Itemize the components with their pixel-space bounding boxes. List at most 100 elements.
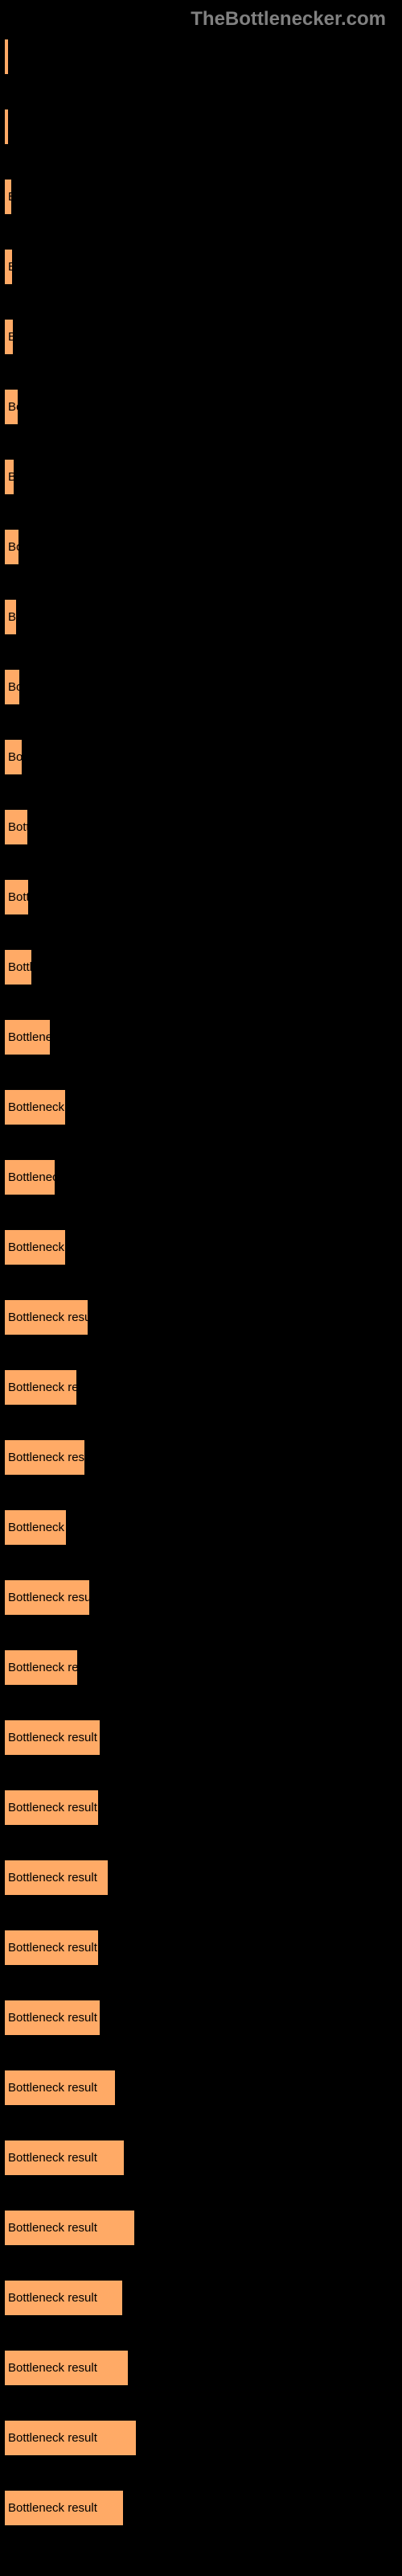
chart-bar: Bo: [4, 599, 17, 635]
chart-bar: Bottleneck result: [4, 1860, 109, 1896]
chart-bar-row: Bottleneck result: [4, 1860, 398, 1896]
chart-bar-row: Bottleneck result: [4, 2210, 398, 2246]
chart-bar-label: Bottl: [8, 890, 29, 904]
chart-bar-row: Bottleneck result: [4, 1299, 398, 1335]
chart-bar: Bottleneck re: [4, 1509, 67, 1546]
chart-bar-label: Bottleneck: [8, 1170, 55, 1184]
chart-bar-label: Bottleneck result: [8, 1451, 85, 1464]
chart-bar: Bottleneck result: [4, 2070, 116, 2106]
chart-bar-label: Bottleneck result: [8, 1871, 97, 1885]
chart-bar-label: Bottleneck result: [8, 2081, 97, 2095]
bottleneck-chart: B B B Bo B Bo Bo Bo Bot Bottl Bottl Bottle Bottlenec…: [0, 39, 402, 2526]
chart-bar-row: Bottleneck: [4, 1159, 398, 1195]
chart-bar: Bottle: [4, 949, 32, 985]
chart-bar-row: Bottleneck resu: [4, 1649, 398, 1686]
chart-bar-label: Bottleneck result: [8, 2361, 97, 2375]
chart-bar: [4, 109, 9, 145]
chart-bar-row: [4, 109, 398, 145]
chart-bar: Bottleneck result: [4, 1930, 99, 1966]
chart-bar: Bot: [4, 739, 23, 775]
chart-bar: Bo: [4, 669, 20, 705]
chart-bar-label: Bo: [8, 610, 17, 624]
chart-bar: Bottleneck result: [4, 2210, 135, 2246]
chart-bar: Bottleneck re: [4, 1089, 66, 1125]
chart-bar-row: Bottleneck result: [4, 2070, 398, 2106]
chart-bar-label: Bottl: [8, 820, 28, 834]
chart-bar-label: Bottlenec: [8, 1030, 51, 1044]
chart-bar-label: Bottleneck result: [8, 1731, 97, 1744]
chart-bar: [4, 39, 9, 75]
chart-bar-label: Bottleneck result: [8, 1941, 97, 1955]
chart-bar: B: [4, 249, 13, 285]
chart-bar-row: B: [4, 179, 398, 215]
chart-bar-row: Bo: [4, 389, 398, 425]
chart-bar: Bottleneck result: [4, 2280, 123, 2316]
chart-bar: Bottleneck result: [4, 2420, 137, 2456]
chart-bar: Bo: [4, 529, 19, 565]
chart-bar-label: Bottleneck resu: [8, 1381, 77, 1394]
chart-bar-label: Bottleneck re: [8, 1241, 66, 1254]
chart-bar-label: Bottleneck result: [8, 1801, 97, 1814]
chart-bar-row: Bottleneck result: [4, 1719, 398, 1756]
chart-bar-row: Bottleneck re: [4, 1229, 398, 1265]
chart-bar-row: Bottleneck result: [4, 2350, 398, 2386]
chart-bar-row: Bo: [4, 529, 398, 565]
chart-bar-label: Bo: [8, 680, 20, 694]
chart-bar: B: [4, 319, 14, 355]
chart-bar-label: B: [8, 330, 14, 344]
chart-bar: Bottleneck resu: [4, 1649, 78, 1686]
chart-bar: Bottleneck result: [4, 1299, 88, 1335]
chart-bar-label: Bo: [8, 540, 19, 554]
chart-bar: Bottl: [4, 879, 29, 915]
chart-bar-row: Bottleneck result: [4, 1790, 398, 1826]
chart-bar-label: Bottleneck result: [8, 2011, 97, 2025]
chart-bar-label: Bo: [8, 400, 18, 414]
chart-bar-label: Bottle: [8, 960, 32, 974]
chart-bar-row: Bo: [4, 669, 398, 705]
chart-bar-label: Bottleneck result: [8, 1591, 90, 1604]
chart-bar-row: Bottl: [4, 809, 398, 845]
chart-bar-row: Bottleneck result: [4, 2490, 398, 2526]
chart-bar-label: B: [8, 190, 12, 204]
chart-bar: Bottleneck result: [4, 1439, 85, 1476]
chart-bar: Bottl: [4, 809, 28, 845]
chart-bar: Bottleneck result: [4, 1719, 100, 1756]
chart-bar-label: Bottleneck result: [8, 2151, 97, 2165]
chart-bar-label: B: [8, 470, 14, 484]
chart-bar-row: Bo: [4, 599, 398, 635]
chart-bar-row: Bottleneck result: [4, 1439, 398, 1476]
chart-bar-row: Bot: [4, 739, 398, 775]
chart-bar-row: Bottleneck result: [4, 2280, 398, 2316]
chart-bar: B: [4, 179, 12, 215]
chart-bar: Bottleneck result: [4, 2000, 100, 2036]
chart-bar: Bottleneck result: [4, 2140, 125, 2176]
chart-bar-row: Bottleneck re: [4, 1509, 398, 1546]
chart-bar-label: B: [8, 260, 13, 274]
chart-bar-row: Bottleneck result: [4, 2000, 398, 2036]
chart-bar: Bottleneck result: [4, 1790, 99, 1826]
chart-bar-row: Bottleneck result: [4, 1930, 398, 1966]
chart-bar-row: Bottleneck result: [4, 1579, 398, 1616]
chart-bar-row: B: [4, 319, 398, 355]
site-logo: TheBottlenecker.com: [0, 0, 402, 39]
chart-bar: Bottlenec: [4, 1019, 51, 1055]
chart-bar-row: Bottleneck re: [4, 1089, 398, 1125]
chart-bar-row: [4, 39, 398, 75]
chart-bar-row: Bottle: [4, 949, 398, 985]
chart-bar-label: Bottleneck resu: [8, 1661, 78, 1674]
chart-bar: Bottleneck resu: [4, 1369, 77, 1406]
chart-bar-label: Bottleneck result: [8, 2291, 97, 2305]
chart-bar: Bottleneck result: [4, 2350, 129, 2386]
chart-bar-label: Bottleneck result: [8, 2221, 97, 2235]
chart-bar: Bottleneck re: [4, 1229, 66, 1265]
chart-bar-row: B: [4, 459, 398, 495]
chart-bar-row: Bottleneck result: [4, 2420, 398, 2456]
chart-bar-label: Bottleneck result: [8, 2431, 97, 2445]
chart-bar-row: Bottleneck result: [4, 2140, 398, 2176]
chart-bar: B: [4, 459, 14, 495]
chart-bar-label: Bottleneck re: [8, 1100, 66, 1114]
chart-bar: Bottleneck result: [4, 1579, 90, 1616]
chart-bar: Bottleneck: [4, 1159, 55, 1195]
chart-bar-label: Bot: [8, 750, 23, 764]
chart-bar: Bo: [4, 389, 18, 425]
